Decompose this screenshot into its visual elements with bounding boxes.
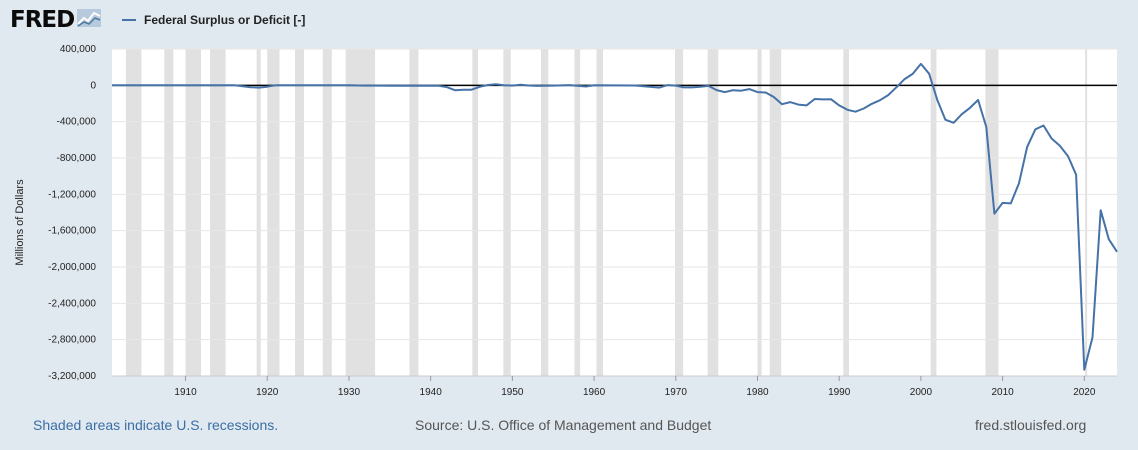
recession-band bbox=[540, 49, 549, 376]
recession-band bbox=[267, 49, 280, 376]
site-link[interactable]: fred.stlouisfed.org bbox=[975, 417, 1087, 433]
x-tick-label: 2000 bbox=[910, 387, 933, 398]
y-tick-label: -400,000 bbox=[57, 117, 97, 128]
x-tick-label: 1940 bbox=[420, 387, 443, 398]
recession-band bbox=[674, 49, 684, 376]
legend-line-swatch bbox=[122, 19, 136, 21]
recession-band bbox=[472, 49, 479, 376]
x-tick-label: 2020 bbox=[1073, 387, 1096, 398]
x-tick-label: 1950 bbox=[501, 387, 524, 398]
grid-lines bbox=[112, 48, 1117, 377]
x-tick-label: 1970 bbox=[665, 387, 688, 398]
recession-band bbox=[1085, 49, 1088, 376]
x-tick-label: 1910 bbox=[174, 387, 197, 398]
recession-bands bbox=[125, 49, 1088, 376]
plot-bg-rect bbox=[112, 49, 1117, 376]
recession-band bbox=[322, 49, 332, 376]
x-tick-label: 1930 bbox=[338, 387, 361, 398]
y-tick-label: -2,800,000 bbox=[48, 335, 96, 346]
y-axis: 400,000 0 -400,000 -800,000 -1,200,000 -1,600… bbox=[48, 44, 96, 382]
y-tick-label: -1,600,000 bbox=[48, 226, 96, 237]
recession-band bbox=[210, 49, 226, 376]
x-tick-label: 1990 bbox=[828, 387, 851, 398]
fred-chart-icon bbox=[77, 7, 102, 34]
recession-band bbox=[503, 49, 511, 376]
fred-logo[interactable]: FRED bbox=[10, 6, 102, 34]
recession-band bbox=[930, 49, 937, 376]
recession-band bbox=[574, 49, 581, 376]
recession-band bbox=[164, 49, 174, 376]
y-axis-title: Millions of Dollars bbox=[14, 179, 26, 266]
fred-logo-text: FRED bbox=[10, 7, 75, 33]
recession-band bbox=[985, 49, 999, 376]
recession-note-link[interactable]: Shaded areas indicate U.S. recessions. bbox=[33, 417, 279, 433]
recession-band bbox=[409, 49, 419, 376]
x-tick-label: 1920 bbox=[256, 387, 279, 398]
recession-band bbox=[345, 49, 376, 376]
recession-band bbox=[295, 49, 305, 376]
chart-header: FRED Federal Surplus or Deficit [-] bbox=[0, 0, 1138, 40]
y-tick-label: 400,000 bbox=[60, 44, 97, 55]
series-line bbox=[112, 62, 1118, 371]
recession-band bbox=[843, 49, 849, 376]
recession-band bbox=[596, 49, 604, 376]
y-tick-label: -1,200,000 bbox=[48, 189, 96, 200]
recession-band bbox=[185, 49, 202, 376]
y-tick-label: -3,200,000 bbox=[48, 371, 96, 382]
recession-band bbox=[256, 49, 261, 376]
x-tick-label: 2010 bbox=[991, 387, 1014, 398]
y-tick-label: 0 bbox=[90, 80, 96, 91]
series-layer bbox=[112, 62, 1118, 371]
chart-area[interactable]: 400,000 0 -400,000 -800,000 -1,200,000 -1,600… bbox=[0, 0, 1138, 410]
recession-band bbox=[125, 49, 142, 376]
recession-band bbox=[707, 49, 719, 376]
y-tick-label: -800,000 bbox=[57, 153, 97, 164]
source-note: Source: U.S. Office of Management and Bu… bbox=[415, 417, 712, 433]
y-tick-label: -2,400,000 bbox=[48, 298, 96, 309]
legend-label: Federal Surplus or Deficit [-] bbox=[144, 13, 306, 27]
chart-legend[interactable]: Federal Surplus or Deficit [-] bbox=[122, 13, 305, 27]
x-axis: 1910 1920 1930 1940 1950 1960 1970 1980 1990 2000… bbox=[112, 375, 1117, 398]
y-tick-label: -2,000,000 bbox=[48, 262, 96, 273]
recession-band bbox=[757, 49, 762, 376]
x-tick-label: 1980 bbox=[746, 387, 769, 398]
plot-background bbox=[112, 49, 1117, 376]
x-tick-label: 1960 bbox=[583, 387, 606, 398]
recession-band bbox=[769, 49, 782, 376]
